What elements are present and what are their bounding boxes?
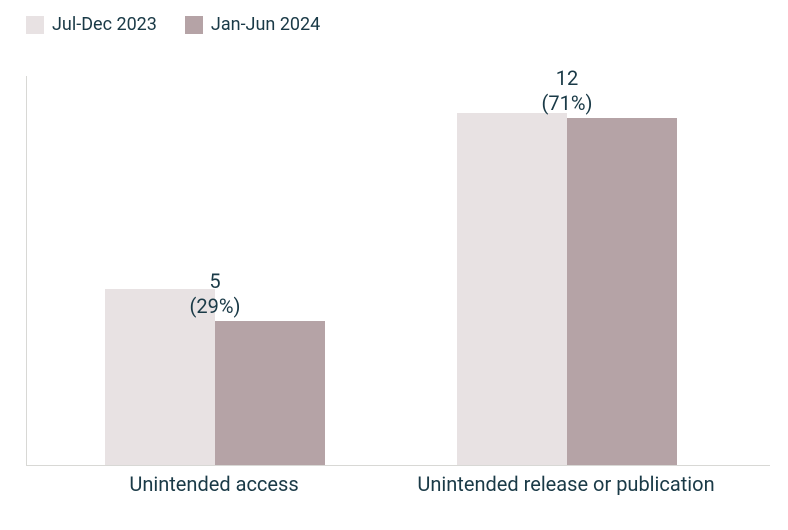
bar-group-0: 5 (29%) bbox=[105, 289, 325, 465]
chart-plot-area: 5 (29%) 12 (71%) bbox=[26, 76, 770, 466]
value-line1: 5 bbox=[209, 269, 220, 293]
legend-swatch-0 bbox=[26, 16, 44, 34]
legend-label-1: Jan-Jun 2024 bbox=[211, 14, 320, 35]
legend-item: Jul-Dec 2023 bbox=[26, 14, 157, 35]
legend: Jul-Dec 2023 Jan-Jun 2024 bbox=[0, 0, 788, 35]
value-line2: (29%) bbox=[190, 294, 241, 318]
bar-group-1: 12 (71%) bbox=[457, 113, 677, 465]
bar-value-label: 12 (71%) bbox=[457, 66, 677, 116]
x-axis-label-0: Unintended access bbox=[64, 472, 364, 496]
bar-0-1: 5 (29%) bbox=[215, 321, 325, 465]
bar-1-0 bbox=[457, 113, 567, 465]
legend-label-0: Jul-Dec 2023 bbox=[52, 14, 157, 35]
bar-1-1: 12 (71%) bbox=[567, 118, 677, 465]
legend-swatch-1 bbox=[185, 16, 203, 34]
legend-item: Jan-Jun 2024 bbox=[185, 14, 320, 35]
x-axis-label-1: Unintended release or publication bbox=[396, 472, 736, 496]
value-line2: (71%) bbox=[542, 91, 593, 115]
bar-value-label: 5 (29%) bbox=[105, 269, 325, 319]
value-line1: 12 bbox=[556, 66, 578, 90]
